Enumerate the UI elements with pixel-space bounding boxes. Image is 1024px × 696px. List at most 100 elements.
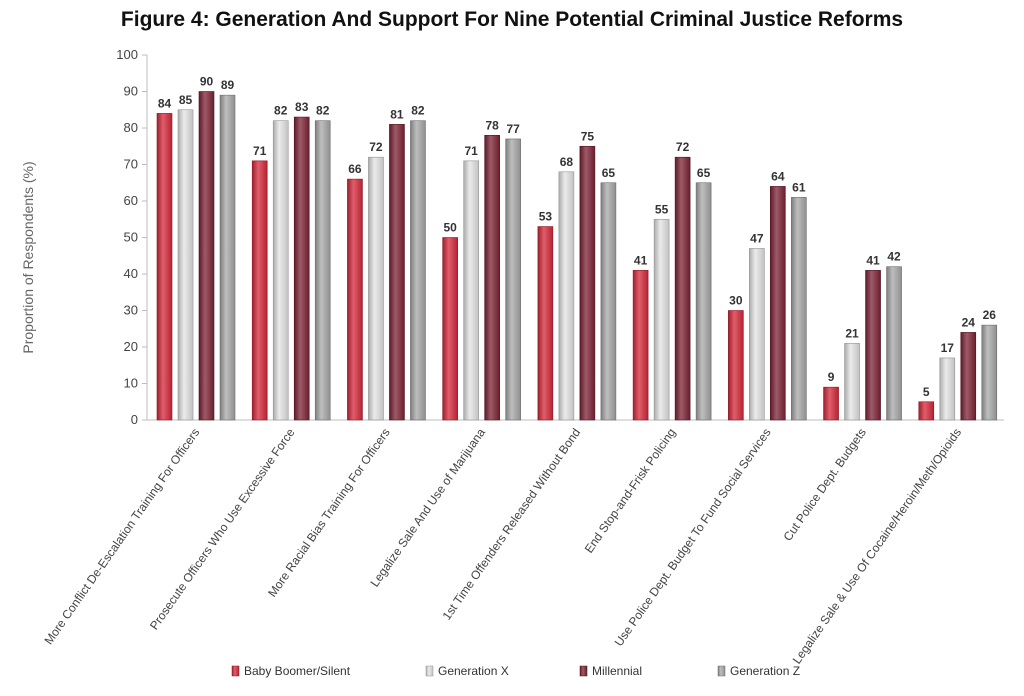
bar: [865, 270, 881, 421]
y-axis-title: Proportion of Respondents (%): [20, 161, 36, 353]
x-tick-label: Legalize Sale & Use Of Cocaine/Heroin/Me…: [790, 426, 964, 667]
data-label: 82: [274, 104, 288, 118]
data-label: 75: [581, 129, 595, 143]
data-label: 66: [348, 162, 362, 176]
bar: [177, 109, 194, 421]
bar: [770, 186, 786, 421]
data-label: 55: [655, 202, 669, 216]
y-tick-label: 70: [124, 157, 138, 172]
data-label: 61: [792, 180, 806, 194]
bar: [272, 120, 289, 421]
data-label: 9: [828, 370, 835, 384]
y-tick-label: 60: [124, 193, 138, 208]
data-label: 42: [887, 250, 901, 264]
x-tick-label: Use Police Dept. Budget To Fund Social S…: [612, 426, 774, 649]
bar: [219, 94, 236, 421]
bar: [314, 120, 331, 421]
bar: [981, 324, 998, 421]
bar: [368, 156, 384, 421]
bar: [347, 178, 363, 421]
data-label: 89: [221, 78, 235, 92]
bar: [728, 310, 744, 421]
bar: [537, 226, 554, 421]
bar: [960, 332, 977, 421]
data-label: 26: [983, 308, 997, 322]
bar: [293, 116, 310, 421]
bar: [918, 401, 935, 421]
data-label: 82: [411, 104, 425, 118]
y-tick-label: 100: [116, 47, 138, 62]
bar: [653, 218, 670, 421]
data-label: 5: [923, 385, 930, 399]
data-label: 71: [464, 144, 478, 158]
y-tick-label: 50: [124, 230, 138, 245]
bar: [156, 113, 173, 421]
y-tick-label: 40: [124, 266, 138, 281]
legend-label: Millennial: [592, 664, 642, 678]
bar: [389, 124, 405, 421]
y-tick-label: 30: [124, 303, 138, 318]
data-label: 53: [539, 210, 553, 224]
bar: [632, 270, 649, 421]
x-tick-label: Legalize Sale And Use of Marijuana: [368, 425, 489, 589]
y-tick-label: 80: [124, 120, 138, 135]
data-label: 65: [602, 166, 616, 180]
y-tick-label: 20: [124, 339, 138, 354]
data-label: 17: [941, 341, 955, 355]
legend-label: Generation Z: [730, 664, 800, 678]
chart-title: Figure 4: Generation And Support For Nin…: [120, 8, 904, 31]
data-label: 41: [634, 253, 648, 267]
legend-swatch: [425, 665, 434, 677]
data-label: 78: [485, 118, 499, 132]
data-label: 72: [369, 140, 383, 154]
bar: [600, 182, 617, 421]
data-label: 24: [962, 315, 976, 329]
data-label: 72: [676, 140, 690, 154]
bar: [484, 135, 500, 421]
data-label: 83: [295, 100, 309, 114]
data-label: 50: [443, 221, 457, 235]
x-tick-label: Cut Police Dept. Budgets: [781, 426, 869, 544]
bar: [674, 156, 691, 421]
bar: [463, 160, 479, 421]
data-label: 90: [200, 75, 214, 89]
bar: [198, 91, 215, 421]
data-label: 84: [158, 96, 172, 110]
data-label: 85: [179, 93, 193, 107]
bar: [823, 386, 839, 421]
bar: [410, 120, 426, 421]
bar: [791, 197, 807, 421]
data-label: 64: [771, 169, 785, 183]
legend-label: Generation X: [438, 664, 509, 678]
bar: [886, 266, 902, 421]
data-label: 65: [697, 166, 711, 180]
bar: [505, 138, 521, 421]
legend-swatch: [231, 665, 240, 677]
data-label: 68: [560, 155, 574, 169]
y-tick-label: 0: [131, 412, 138, 427]
bar: [695, 182, 712, 421]
y-tick-label: 10: [124, 376, 138, 391]
bar: [939, 357, 956, 421]
legend-label: Baby Boomer/Silent: [244, 664, 351, 678]
y-tick-label: 90: [124, 84, 138, 99]
data-label: 30: [729, 294, 743, 308]
x-tick-label: More Conflict De-Escalation Training For…: [41, 426, 202, 647]
data-label: 82: [316, 104, 330, 118]
data-label: 21: [845, 326, 859, 340]
bar: [442, 237, 458, 421]
data-label: 47: [750, 231, 764, 245]
legend-swatch: [579, 665, 588, 677]
data-label: 81: [390, 107, 404, 121]
bar: [844, 343, 860, 421]
data-label: 71: [253, 144, 267, 158]
x-tick-label: End Stop-and-Frisk Policing: [582, 426, 679, 556]
data-label: 77: [506, 122, 520, 136]
bar: [558, 171, 575, 421]
bar: [749, 248, 765, 421]
bar: [251, 160, 268, 421]
legend-swatch: [717, 665, 726, 677]
data-label: 41: [866, 253, 880, 267]
bar: [579, 145, 596, 421]
